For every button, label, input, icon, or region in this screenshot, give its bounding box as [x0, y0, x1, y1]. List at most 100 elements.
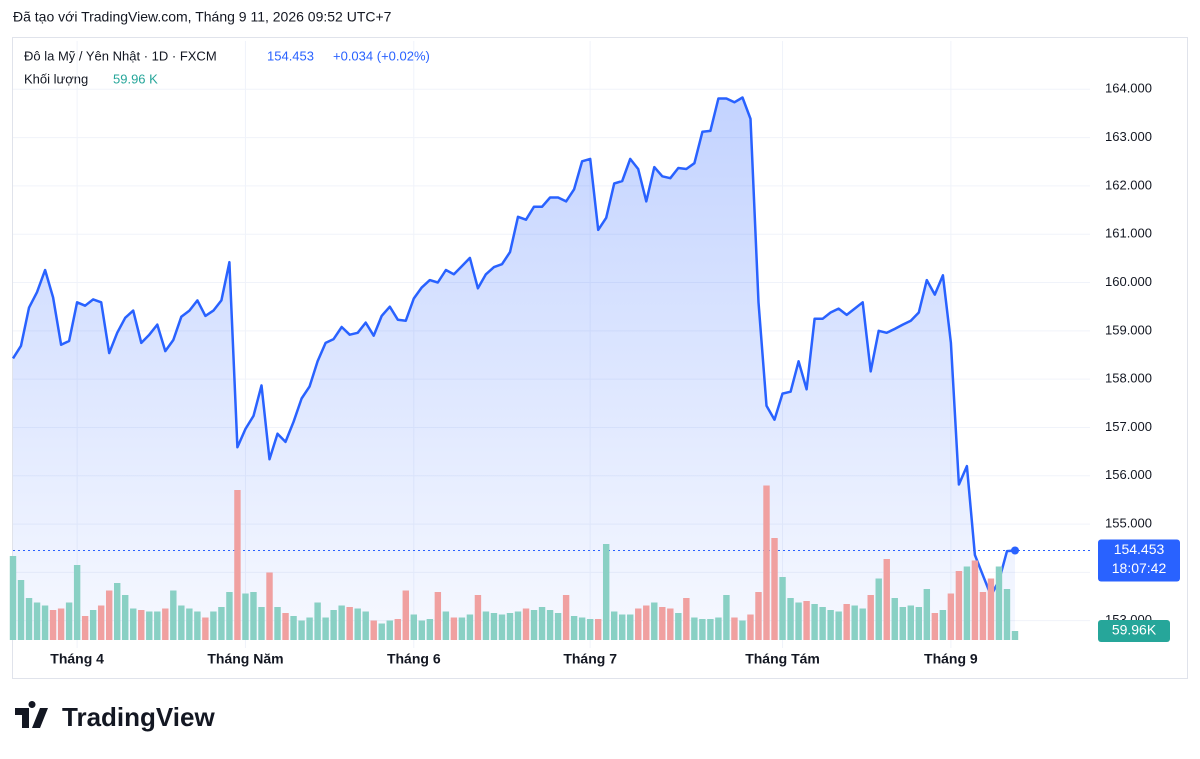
volume-bar	[947, 593, 955, 640]
volume-bar	[138, 610, 145, 640]
volume-bar	[466, 614, 474, 640]
volume-bar	[41, 605, 49, 640]
volume-bar	[883, 559, 890, 640]
volume-bar	[242, 593, 249, 640]
y-tick-label: 161.000	[1105, 226, 1152, 241]
volume-bar	[73, 565, 81, 640]
volume-bar	[506, 613, 514, 640]
volume-bar	[963, 566, 971, 640]
volume-bar	[987, 578, 995, 640]
volume-bar	[9, 556, 17, 640]
countdown: 18:07:42	[1112, 560, 1167, 576]
volume-bar	[122, 595, 129, 640]
volume-bar	[490, 613, 498, 640]
volume-bar	[370, 620, 377, 640]
volume-bar	[651, 602, 658, 640]
volume-bar	[498, 614, 506, 640]
volume-bar	[306, 617, 313, 640]
volume-bar	[146, 611, 153, 640]
volume-bar	[1011, 631, 1019, 640]
volume-bar	[779, 577, 786, 640]
volume-bar	[530, 610, 538, 640]
x-tick-label: Tháng 4	[50, 651, 104, 667]
volume-bar	[819, 607, 826, 640]
volume-bar	[715, 617, 722, 640]
volume-bar	[49, 610, 57, 640]
volume-bar	[186, 608, 193, 640]
price-badge-value: 154.453	[1114, 541, 1165, 557]
volume-bar	[170, 590, 177, 640]
volume-bar	[586, 619, 594, 640]
x-tick-label: Tháng 7	[563, 651, 617, 667]
volume-bar	[811, 604, 818, 640]
volume-bar	[867, 595, 874, 640]
volume-bar	[859, 608, 866, 640]
volume-bar	[723, 595, 730, 640]
volume-bar	[578, 617, 586, 640]
credit: Đã tạo với TradingView.com, Tháng 9 11, …	[13, 9, 392, 25]
volume-bar	[354, 608, 361, 640]
volume-bar	[971, 560, 979, 640]
volume-bar	[939, 610, 947, 640]
volume-bar	[474, 595, 482, 640]
volume-bar	[282, 613, 289, 640]
volume-bar	[979, 592, 987, 640]
volume-bar	[386, 620, 393, 640]
volume-bar	[130, 608, 137, 640]
volume-bar	[330, 610, 337, 640]
volume-bar	[290, 616, 297, 640]
volume-bar	[89, 610, 97, 640]
volume-bar	[763, 485, 770, 640]
volume-bar	[274, 607, 281, 640]
volume-bar	[162, 608, 169, 640]
volume-bar	[298, 620, 305, 640]
y-tick-label: 163.000	[1105, 129, 1152, 144]
price-change: +0.034 (+0.02%)	[333, 48, 430, 63]
x-tick-label: Tháng 6	[387, 651, 441, 667]
volume-bar	[194, 611, 201, 640]
volume-bar	[538, 607, 546, 640]
price-line	[11, 96, 1016, 597]
volume-bar	[202, 617, 209, 640]
volume-bar	[226, 592, 233, 640]
volume-bar	[210, 611, 217, 640]
volume-bar	[434, 592, 442, 640]
volume-bar	[458, 617, 466, 640]
logo: TradingView	[15, 701, 215, 732]
volume-bar	[915, 607, 923, 640]
volume-bar	[25, 598, 33, 640]
volume-legend-value: 59.96 K	[113, 71, 158, 86]
y-tick-label: 155.000	[1105, 516, 1152, 531]
x-tick-label: Tháng Tám	[745, 651, 820, 667]
volume-bar	[218, 607, 225, 640]
volume-bar	[410, 614, 418, 640]
volume-bar	[659, 607, 666, 640]
volume-bar	[338, 605, 345, 640]
x-tick-label: Tháng 9	[924, 651, 978, 667]
volume-bar	[250, 592, 257, 640]
volume-bar	[899, 607, 906, 640]
volume-bar	[258, 607, 265, 640]
volume-bar	[795, 602, 802, 640]
x-tick-label: Tháng Năm	[207, 651, 283, 667]
volume-bar	[635, 608, 642, 640]
volume-bar	[610, 611, 618, 640]
volume-bar	[394, 619, 401, 640]
price-badge	[1098, 539, 1180, 582]
volume-bar	[57, 608, 65, 640]
volume-bar	[755, 592, 762, 640]
volume-bar	[835, 611, 842, 640]
last-point	[1011, 546, 1019, 555]
volume-bar	[554, 613, 562, 640]
volume-bar	[266, 572, 273, 640]
volume-bar	[739, 620, 746, 640]
volume-bar	[675, 613, 682, 640]
volume-bar	[683, 598, 690, 640]
volume-badge-value: 59.96K	[1112, 622, 1157, 638]
volume-bar	[955, 571, 963, 640]
volume-bar	[81, 616, 89, 640]
volume-bar	[546, 610, 554, 640]
volume-bar	[105, 590, 113, 640]
logo-mark	[15, 701, 48, 728]
